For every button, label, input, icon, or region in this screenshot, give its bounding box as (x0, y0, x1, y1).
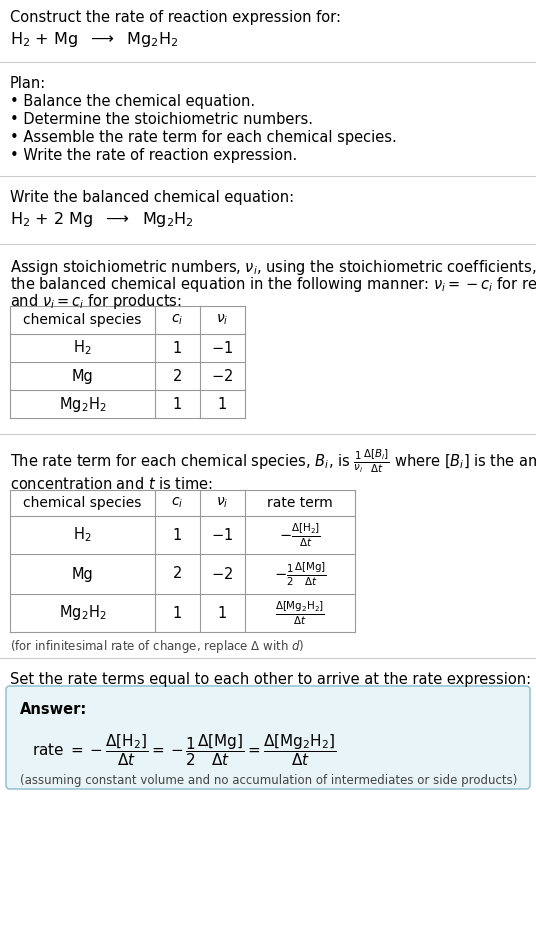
Text: Answer:: Answer: (20, 702, 87, 717)
Text: 1: 1 (218, 396, 227, 411)
Text: $c_i$: $c_i$ (172, 313, 184, 327)
Text: • Write the rate of reaction expression.: • Write the rate of reaction expression. (10, 148, 297, 163)
Text: 1: 1 (173, 340, 182, 356)
Text: Construct the rate of reaction expression for:: Construct the rate of reaction expressio… (10, 10, 341, 25)
Text: $\frac{\Delta[\mathrm{Mg_2H_2}]}{\Delta t}$: $\frac{\Delta[\mathrm{Mg_2H_2}]}{\Delta … (275, 599, 325, 627)
Text: $\mathrm{H_2}$: $\mathrm{H_2}$ (73, 338, 92, 357)
Text: $\mathrm{H_2}$ + 2 Mg  $\longrightarrow$  $\mathrm{Mg_2H_2}$: $\mathrm{H_2}$ + 2 Mg $\longrightarrow$ … (10, 210, 194, 229)
Text: • Determine the stoichiometric numbers.: • Determine the stoichiometric numbers. (10, 112, 313, 127)
Text: chemical species: chemical species (23, 313, 142, 327)
Text: $-\frac{1}{2}\frac{\Delta[\mathrm{Mg}]}{\Delta t}$: $-\frac{1}{2}\frac{\Delta[\mathrm{Mg}]}{… (273, 560, 326, 588)
Text: 2: 2 (173, 369, 182, 384)
Text: chemical species: chemical species (23, 496, 142, 510)
Text: 1: 1 (173, 606, 182, 621)
Text: $c_i$: $c_i$ (172, 496, 184, 510)
Text: Plan:: Plan: (10, 76, 46, 91)
Text: rate $= -\dfrac{\Delta[\mathrm{H_2}]}{\Delta t} = -\dfrac{1}{2}\dfrac{\Delta[\ma: rate $= -\dfrac{\Delta[\mathrm{H_2}]}{\D… (32, 732, 337, 768)
Text: $\nu_i$: $\nu_i$ (217, 496, 229, 510)
Text: 2: 2 (173, 567, 182, 581)
Text: (assuming constant volume and no accumulation of intermediates or side products): (assuming constant volume and no accumul… (20, 774, 517, 787)
Text: $\mathrm{H_2}$ + Mg  $\longrightarrow$  $\mathrm{Mg_2H_2}$: $\mathrm{H_2}$ + Mg $\longrightarrow$ $\… (10, 30, 178, 49)
Text: 1: 1 (218, 606, 227, 621)
Text: $\mathrm{Mg_2H_2}$: $\mathrm{Mg_2H_2}$ (59, 394, 106, 413)
Text: $\mathrm{Mg_2H_2}$: $\mathrm{Mg_2H_2}$ (59, 604, 106, 623)
FancyBboxPatch shape (6, 686, 530, 789)
Text: $-\frac{\Delta[\mathrm{H_2}]}{\Delta t}$: $-\frac{\Delta[\mathrm{H_2}]}{\Delta t}$ (279, 521, 321, 549)
Text: (for infinitesimal rate of change, replace $\Delta$ with $d$): (for infinitesimal rate of change, repla… (10, 638, 304, 655)
Text: Write the balanced chemical equation:: Write the balanced chemical equation: (10, 190, 294, 205)
Text: the balanced chemical equation in the following manner: $\nu_i = -c_i$ for react: the balanced chemical equation in the fo… (10, 275, 536, 294)
Text: Assign stoichiometric numbers, $\nu_i$, using the stoichiometric coefficients, $: Assign stoichiometric numbers, $\nu_i$, … (10, 258, 536, 277)
Text: $\mathrm{H_2}$: $\mathrm{H_2}$ (73, 525, 92, 544)
Text: and $\nu_i = c_i$ for products:: and $\nu_i = c_i$ for products: (10, 292, 182, 311)
Text: $-1$: $-1$ (211, 340, 234, 356)
Text: $\nu_i$: $\nu_i$ (217, 313, 229, 327)
Text: $-2$: $-2$ (211, 566, 234, 582)
Text: rate term: rate term (267, 496, 333, 510)
Text: The rate term for each chemical species, $B_i$, is $\frac{1}{\nu_i}\frac{\Delta[: The rate term for each chemical species,… (10, 448, 536, 476)
Text: 1: 1 (173, 396, 182, 411)
Text: Mg: Mg (72, 369, 93, 384)
Text: $-1$: $-1$ (211, 527, 234, 543)
Text: $-2$: $-2$ (211, 368, 234, 384)
Text: Set the rate terms equal to each other to arrive at the rate expression:: Set the rate terms equal to each other t… (10, 672, 531, 687)
Text: concentration and $t$ is time:: concentration and $t$ is time: (10, 476, 213, 492)
Text: • Balance the chemical equation.: • Balance the chemical equation. (10, 94, 255, 109)
Text: • Assemble the rate term for each chemical species.: • Assemble the rate term for each chemic… (10, 130, 397, 145)
Text: 1: 1 (173, 527, 182, 542)
Text: Mg: Mg (72, 567, 93, 581)
